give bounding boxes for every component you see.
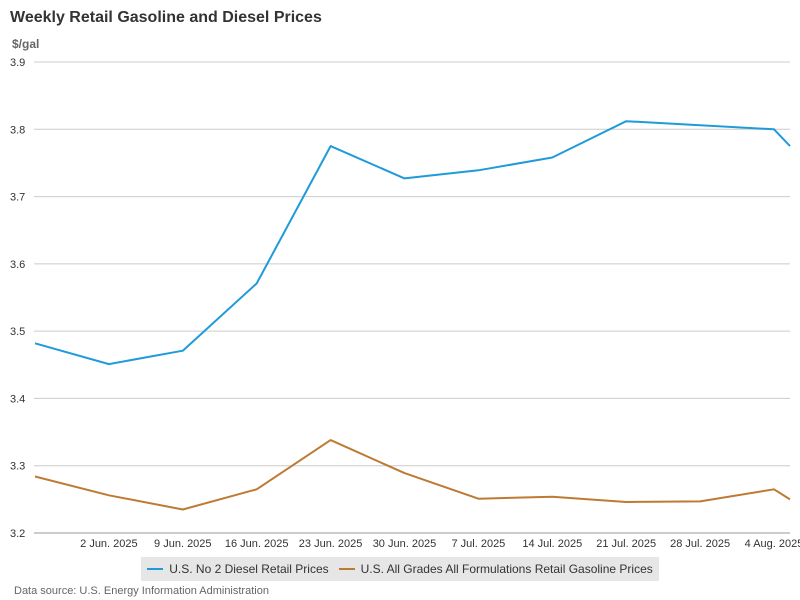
gridlines xyxy=(34,61,790,534)
x-tick-label: 14 Jul. 2025 xyxy=(522,538,582,550)
y-tick-label: 3.2 xyxy=(10,528,25,540)
legend: U.S. No 2 Diesel Retail Prices U.S. All … xyxy=(141,557,659,581)
x-tick-label: 21 Jul. 2025 xyxy=(596,538,656,550)
series-line-gasoline[interactable] xyxy=(34,439,791,511)
x-tick-label: 28 Jul. 2025 xyxy=(670,538,730,550)
y-tick-label: 3.9 xyxy=(10,57,25,69)
x-tick-label: 30 Jun. 2025 xyxy=(373,538,437,550)
x-tick-label: 16 Jun. 2025 xyxy=(225,538,289,550)
y-tick-label: 3.8 xyxy=(10,124,25,136)
data-source-note: Data source: U.S. Energy Information Adm… xyxy=(14,585,269,597)
x-tick-label: 4 Aug. 2025 xyxy=(745,538,800,550)
legend-swatch-gasoline xyxy=(338,568,355,570)
y-axis-ticks: 3.2 3.3 3.4 3.5 3.6 3.7 3.8 3.9 xyxy=(10,57,25,540)
x-tick-label: 23 Jun. 2025 xyxy=(299,538,363,550)
x-tick-label: 2 Jun. 2025 xyxy=(80,538,138,550)
legend-item-gasoline[interactable]: U.S. All Grades All Formulations Retail … xyxy=(338,562,653,576)
series-lines xyxy=(34,120,791,511)
x-tick-label: 7 Jul. 2025 xyxy=(451,538,505,550)
legend-item-diesel[interactable]: U.S. No 2 Diesel Retail Prices xyxy=(147,562,329,576)
y-tick-label: 3.7 xyxy=(10,192,25,204)
legend-swatch-diesel xyxy=(147,568,164,570)
legend-label-diesel: U.S. No 2 Diesel Retail Prices xyxy=(169,562,329,576)
y-tick-label: 3.4 xyxy=(10,393,25,405)
y-tick-label: 3.6 xyxy=(10,259,25,271)
chart-title: Weekly Retail Gasoline and Diesel Prices xyxy=(10,9,322,26)
y-tick-label: 3.5 xyxy=(10,326,25,338)
y-tick-label: 3.3 xyxy=(10,461,25,473)
x-tick-label: 9 Jun. 2025 xyxy=(154,538,212,550)
legend-label-gasoline: U.S. All Grades All Formulations Retail … xyxy=(360,562,653,576)
series-line-diesel[interactable] xyxy=(34,120,791,366)
x-axis-ticks: 2 Jun. 2025 9 Jun. 2025 16 Jun. 2025 23 Jun… xyxy=(80,538,800,550)
y-axis-unit-label: $/gal xyxy=(12,37,40,51)
